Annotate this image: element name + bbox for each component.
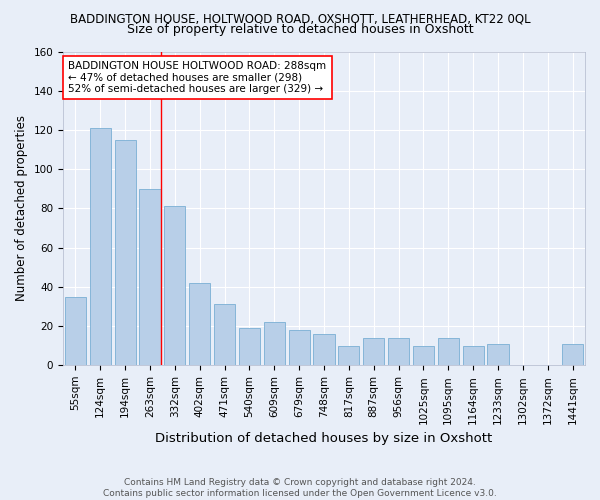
Text: Size of property relative to detached houses in Oxshott: Size of property relative to detached ho… bbox=[127, 22, 473, 36]
Bar bbox=[388, 338, 409, 365]
X-axis label: Distribution of detached houses by size in Oxshott: Distribution of detached houses by size … bbox=[155, 432, 493, 445]
Bar bbox=[115, 140, 136, 365]
Bar bbox=[65, 296, 86, 365]
Bar bbox=[214, 304, 235, 365]
Bar bbox=[239, 328, 260, 365]
Bar bbox=[189, 283, 210, 365]
Bar bbox=[313, 334, 335, 365]
Bar bbox=[413, 346, 434, 365]
Bar bbox=[363, 338, 384, 365]
Text: BADDINGTON HOUSE HOLTWOOD ROAD: 288sqm
← 47% of detached houses are smaller (298: BADDINGTON HOUSE HOLTWOOD ROAD: 288sqm ←… bbox=[68, 61, 326, 94]
Bar bbox=[164, 206, 185, 365]
Bar bbox=[289, 330, 310, 365]
Text: Contains HM Land Registry data © Crown copyright and database right 2024.
Contai: Contains HM Land Registry data © Crown c… bbox=[103, 478, 497, 498]
Bar bbox=[463, 346, 484, 365]
Bar bbox=[487, 344, 509, 365]
Bar bbox=[264, 322, 285, 365]
Y-axis label: Number of detached properties: Number of detached properties bbox=[15, 116, 28, 302]
Bar bbox=[438, 338, 459, 365]
Bar bbox=[338, 346, 359, 365]
Bar bbox=[562, 344, 583, 365]
Text: BADDINGTON HOUSE, HOLTWOOD ROAD, OXSHOTT, LEATHERHEAD, KT22 0QL: BADDINGTON HOUSE, HOLTWOOD ROAD, OXSHOTT… bbox=[70, 12, 530, 26]
Bar bbox=[90, 128, 111, 365]
Bar bbox=[139, 188, 161, 365]
